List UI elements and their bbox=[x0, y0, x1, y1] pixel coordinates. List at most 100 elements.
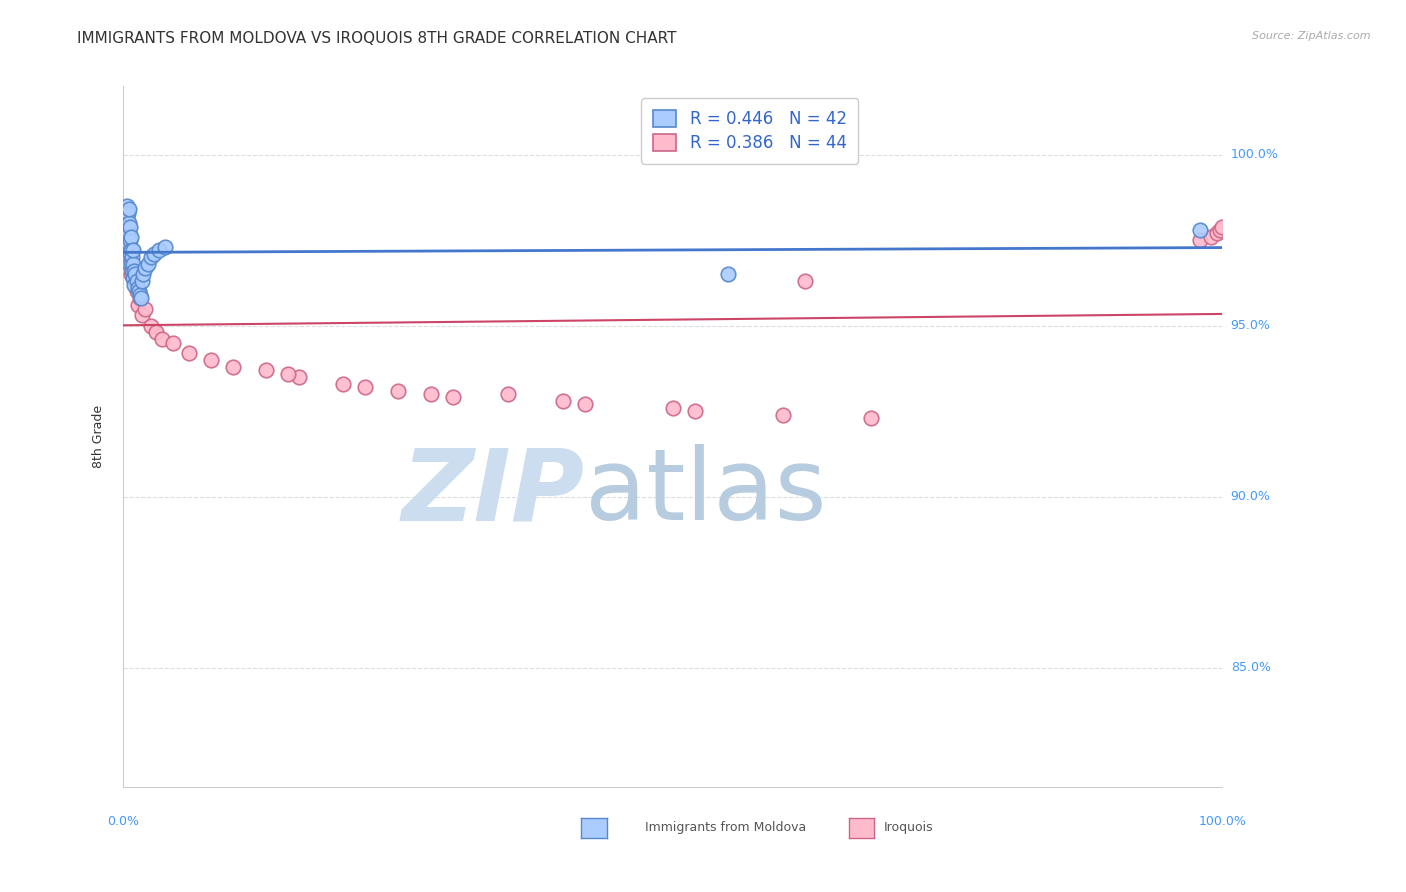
Point bbox=[114, 216, 136, 230]
Point bbox=[139, 318, 162, 333]
Point bbox=[143, 247, 166, 261]
Text: ZIP: ZIP bbox=[402, 444, 585, 541]
Point bbox=[145, 326, 167, 340]
Point bbox=[1205, 227, 1227, 241]
Point bbox=[114, 250, 136, 264]
Point bbox=[125, 274, 148, 288]
Point bbox=[772, 408, 794, 422]
Point bbox=[1189, 233, 1212, 247]
Point bbox=[115, 209, 138, 223]
Point bbox=[551, 393, 574, 408]
Point bbox=[1189, 223, 1212, 237]
Point bbox=[122, 257, 145, 271]
Point bbox=[1211, 219, 1233, 234]
Point bbox=[574, 397, 596, 411]
Point bbox=[118, 247, 141, 261]
Point bbox=[354, 380, 377, 394]
Point bbox=[150, 332, 173, 346]
Point bbox=[277, 367, 299, 381]
Point bbox=[120, 268, 142, 282]
Point bbox=[1209, 223, 1232, 237]
Point bbox=[131, 309, 153, 323]
Point bbox=[118, 244, 141, 258]
Point bbox=[117, 219, 139, 234]
Text: 100.0%: 100.0% bbox=[1230, 148, 1278, 161]
Point bbox=[288, 370, 311, 384]
Point bbox=[118, 227, 141, 241]
Point bbox=[122, 244, 145, 258]
Text: Source: ZipAtlas.com: Source: ZipAtlas.com bbox=[1253, 31, 1371, 41]
Text: atlas: atlas bbox=[585, 444, 827, 541]
Point bbox=[128, 285, 150, 299]
Point bbox=[124, 264, 146, 278]
Point bbox=[496, 387, 519, 401]
Point bbox=[420, 387, 443, 401]
Point bbox=[148, 244, 170, 258]
Point bbox=[134, 301, 156, 316]
Point bbox=[121, 257, 143, 271]
Point bbox=[129, 291, 152, 305]
Point bbox=[118, 216, 141, 230]
Point bbox=[153, 240, 176, 254]
Point bbox=[134, 260, 156, 275]
Point bbox=[115, 233, 138, 247]
Point bbox=[128, 288, 150, 302]
Point bbox=[131, 274, 153, 288]
Point bbox=[124, 277, 146, 292]
Point bbox=[124, 274, 146, 288]
Point bbox=[118, 202, 141, 217]
Point bbox=[139, 250, 162, 264]
Point bbox=[200, 352, 222, 367]
Point bbox=[118, 236, 141, 251]
Text: 100.0%: 100.0% bbox=[1198, 815, 1246, 828]
Point bbox=[117, 206, 139, 220]
Point bbox=[332, 376, 354, 391]
Point bbox=[122, 270, 145, 285]
Point bbox=[254, 363, 277, 377]
Point bbox=[124, 268, 146, 282]
Point bbox=[115, 199, 138, 213]
Point bbox=[222, 359, 245, 374]
Point bbox=[441, 391, 464, 405]
Point bbox=[132, 268, 155, 282]
Point bbox=[127, 298, 149, 312]
Point bbox=[120, 257, 142, 271]
Point bbox=[120, 229, 142, 244]
Point bbox=[1201, 229, 1223, 244]
Point bbox=[127, 281, 149, 295]
Point bbox=[136, 257, 159, 271]
Text: Immigrants from Moldova: Immigrants from Moldova bbox=[645, 821, 806, 834]
Text: Iroquois: Iroquois bbox=[884, 821, 934, 834]
Point bbox=[118, 257, 141, 271]
Point bbox=[117, 229, 139, 244]
Point bbox=[179, 346, 201, 360]
Y-axis label: 8th Grade: 8th Grade bbox=[93, 405, 105, 468]
Point bbox=[114, 240, 136, 254]
Point bbox=[128, 291, 150, 305]
Point bbox=[121, 264, 143, 278]
Point bbox=[717, 268, 740, 282]
Point bbox=[115, 223, 138, 237]
Point bbox=[114, 206, 136, 220]
Point bbox=[387, 384, 409, 398]
Point bbox=[662, 401, 685, 415]
Point bbox=[125, 285, 148, 299]
Text: IMMIGRANTS FROM MOLDOVA VS IROQUOIS 8TH GRADE CORRELATION CHART: IMMIGRANTS FROM MOLDOVA VS IROQUOIS 8TH … bbox=[77, 31, 676, 46]
Point bbox=[114, 233, 136, 247]
Point bbox=[122, 270, 145, 285]
Point bbox=[117, 244, 139, 258]
Text: 90.0%: 90.0% bbox=[1230, 490, 1271, 503]
Text: 95.0%: 95.0% bbox=[1230, 319, 1271, 332]
Text: 0.0%: 0.0% bbox=[107, 815, 139, 828]
Point bbox=[120, 244, 142, 258]
Legend: R = 0.446   N = 42, R = 0.386   N = 44: R = 0.446 N = 42, R = 0.386 N = 44 bbox=[641, 98, 858, 164]
Point bbox=[124, 260, 146, 275]
Point bbox=[859, 411, 882, 425]
Point bbox=[118, 233, 141, 247]
Point bbox=[121, 250, 143, 264]
Point bbox=[683, 404, 706, 418]
Text: 85.0%: 85.0% bbox=[1230, 661, 1271, 674]
Point bbox=[793, 274, 815, 288]
Point bbox=[162, 335, 184, 350]
Point bbox=[118, 219, 141, 234]
